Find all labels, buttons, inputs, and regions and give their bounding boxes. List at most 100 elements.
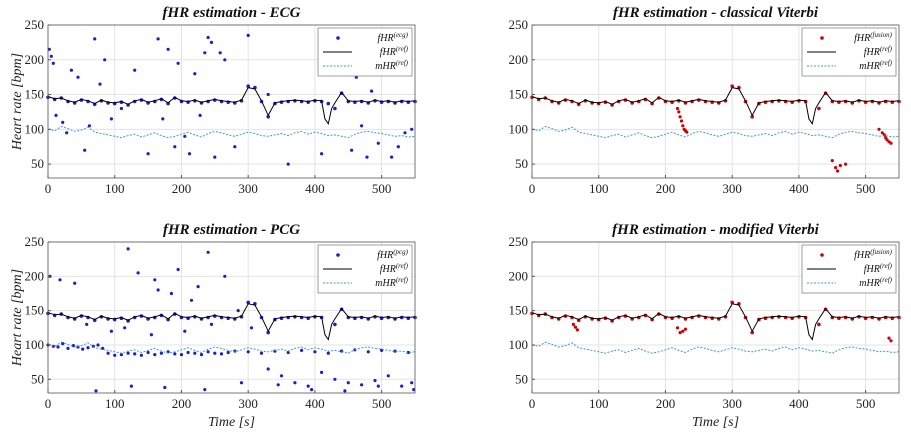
legend-entry: fHR(ref) [380, 45, 409, 58]
data-point [376, 141, 380, 145]
data-point [179, 353, 184, 357]
data-point [176, 61, 180, 65]
y-tick-label: 100 [509, 121, 529, 136]
data-point [109, 329, 113, 333]
legend-entry-name: mHR [859, 278, 880, 289]
legend-entry-superscript: (ref) [880, 59, 893, 67]
data-point [836, 169, 840, 173]
legend-entry: mHR(ref) [859, 59, 892, 72]
y-tick-label: 250 [25, 17, 45, 32]
data-point [333, 106, 337, 111]
legend-entry-superscript: (fusion) [870, 31, 892, 39]
plot-frame [47, 24, 416, 179]
data-point [73, 281, 77, 285]
data-point [750, 330, 754, 335]
legend-entry-name: fHR [864, 264, 880, 275]
data-point [136, 271, 140, 275]
data-point [246, 84, 250, 88]
data-point [880, 131, 884, 135]
y-tick-label: 250 [25, 234, 45, 249]
data-point [223, 58, 227, 62]
x-tick-label: 300 [722, 396, 742, 411]
data-point [93, 37, 97, 41]
legend-swatch [336, 253, 340, 257]
legend-swatch [336, 36, 340, 40]
data-point [844, 162, 848, 166]
chart-panel-1: 0 100 200 300 400 500 50 100 150 200 250 fHR estima… [10, 5, 417, 196]
data-point [61, 120, 65, 124]
data-point [169, 291, 173, 296]
data-point [777, 315, 781, 319]
data-point [218, 51, 222, 55]
y-tick-label: 50 [515, 371, 528, 386]
legend-entry: fHR(ref) [864, 45, 893, 58]
data-point [81, 347, 85, 351]
data-point [186, 350, 190, 355]
chart-title: fHR estimation - classical Viterbi [613, 5, 819, 21]
data-point [370, 89, 374, 93]
data-point [386, 374, 390, 378]
data-point [366, 350, 370, 354]
data-point [223, 274, 227, 278]
data-point [326, 101, 331, 106]
data-point [675, 326, 680, 330]
data-point [887, 336, 891, 340]
data-point [657, 96, 661, 100]
data-point [333, 377, 337, 381]
data-point [313, 350, 317, 354]
data-point [203, 51, 207, 55]
data-point [675, 106, 680, 111]
legend-entry: fHR(fusion) [854, 31, 893, 44]
x-tick-label: 0 [529, 181, 536, 196]
data-point [163, 385, 167, 390]
data-point [396, 145, 400, 149]
legend-entry-superscript: (ref) [880, 45, 893, 53]
data-point [109, 117, 113, 121]
data-point [87, 124, 91, 128]
data-point [730, 84, 734, 88]
data-point [346, 381, 350, 385]
data-point [213, 155, 217, 159]
x-tick-label: 300 [238, 396, 258, 411]
legend-swatch [820, 253, 824, 257]
y-axis-label: Heart rate [bpm] [10, 53, 25, 151]
y-tick-label: 100 [25, 121, 45, 136]
data-point [126, 351, 130, 355]
data-point [246, 300, 250, 305]
data-point [376, 384, 380, 388]
data-point [103, 58, 107, 62]
x-tick-label: 200 [656, 181, 676, 196]
data-point [129, 384, 133, 388]
data-point [198, 113, 202, 117]
legend-entry: fHR(ecg) [378, 31, 409, 44]
y-tick-label: 200 [25, 268, 45, 283]
data-point [266, 367, 270, 371]
y-tick-label: 200 [509, 52, 529, 67]
data-point [236, 309, 240, 313]
data-point [66, 346, 70, 350]
legend-entry-name: fHR [864, 47, 880, 58]
x-tick-label: 200 [172, 396, 192, 411]
x-tick-label: 500 [856, 181, 876, 196]
data-point [149, 333, 153, 337]
data-point [320, 370, 324, 374]
x-tick-label: 400 [789, 396, 809, 411]
legend-entry: fHR(pcg) [377, 248, 409, 261]
data-point [830, 159, 834, 163]
x-tick-label: 200 [656, 396, 676, 411]
y-tick-label: 100 [25, 337, 45, 352]
data-point [219, 352, 224, 356]
legend-entry-superscript: (fusion) [870, 248, 892, 256]
data-point [156, 288, 160, 292]
legend-entry-name: mHR [375, 61, 396, 72]
legend-entry-name: fHR [378, 33, 394, 44]
data-point [360, 383, 364, 387]
legend: fHR(pcg)fHR(ref)mHR(ref) [317, 244, 413, 294]
y-tick-label: 200 [25, 52, 45, 67]
data-point [750, 115, 754, 119]
data-point [203, 388, 207, 392]
data-point [777, 99, 781, 103]
data-point [678, 115, 682, 119]
y-tick-label: 150 [25, 303, 45, 318]
